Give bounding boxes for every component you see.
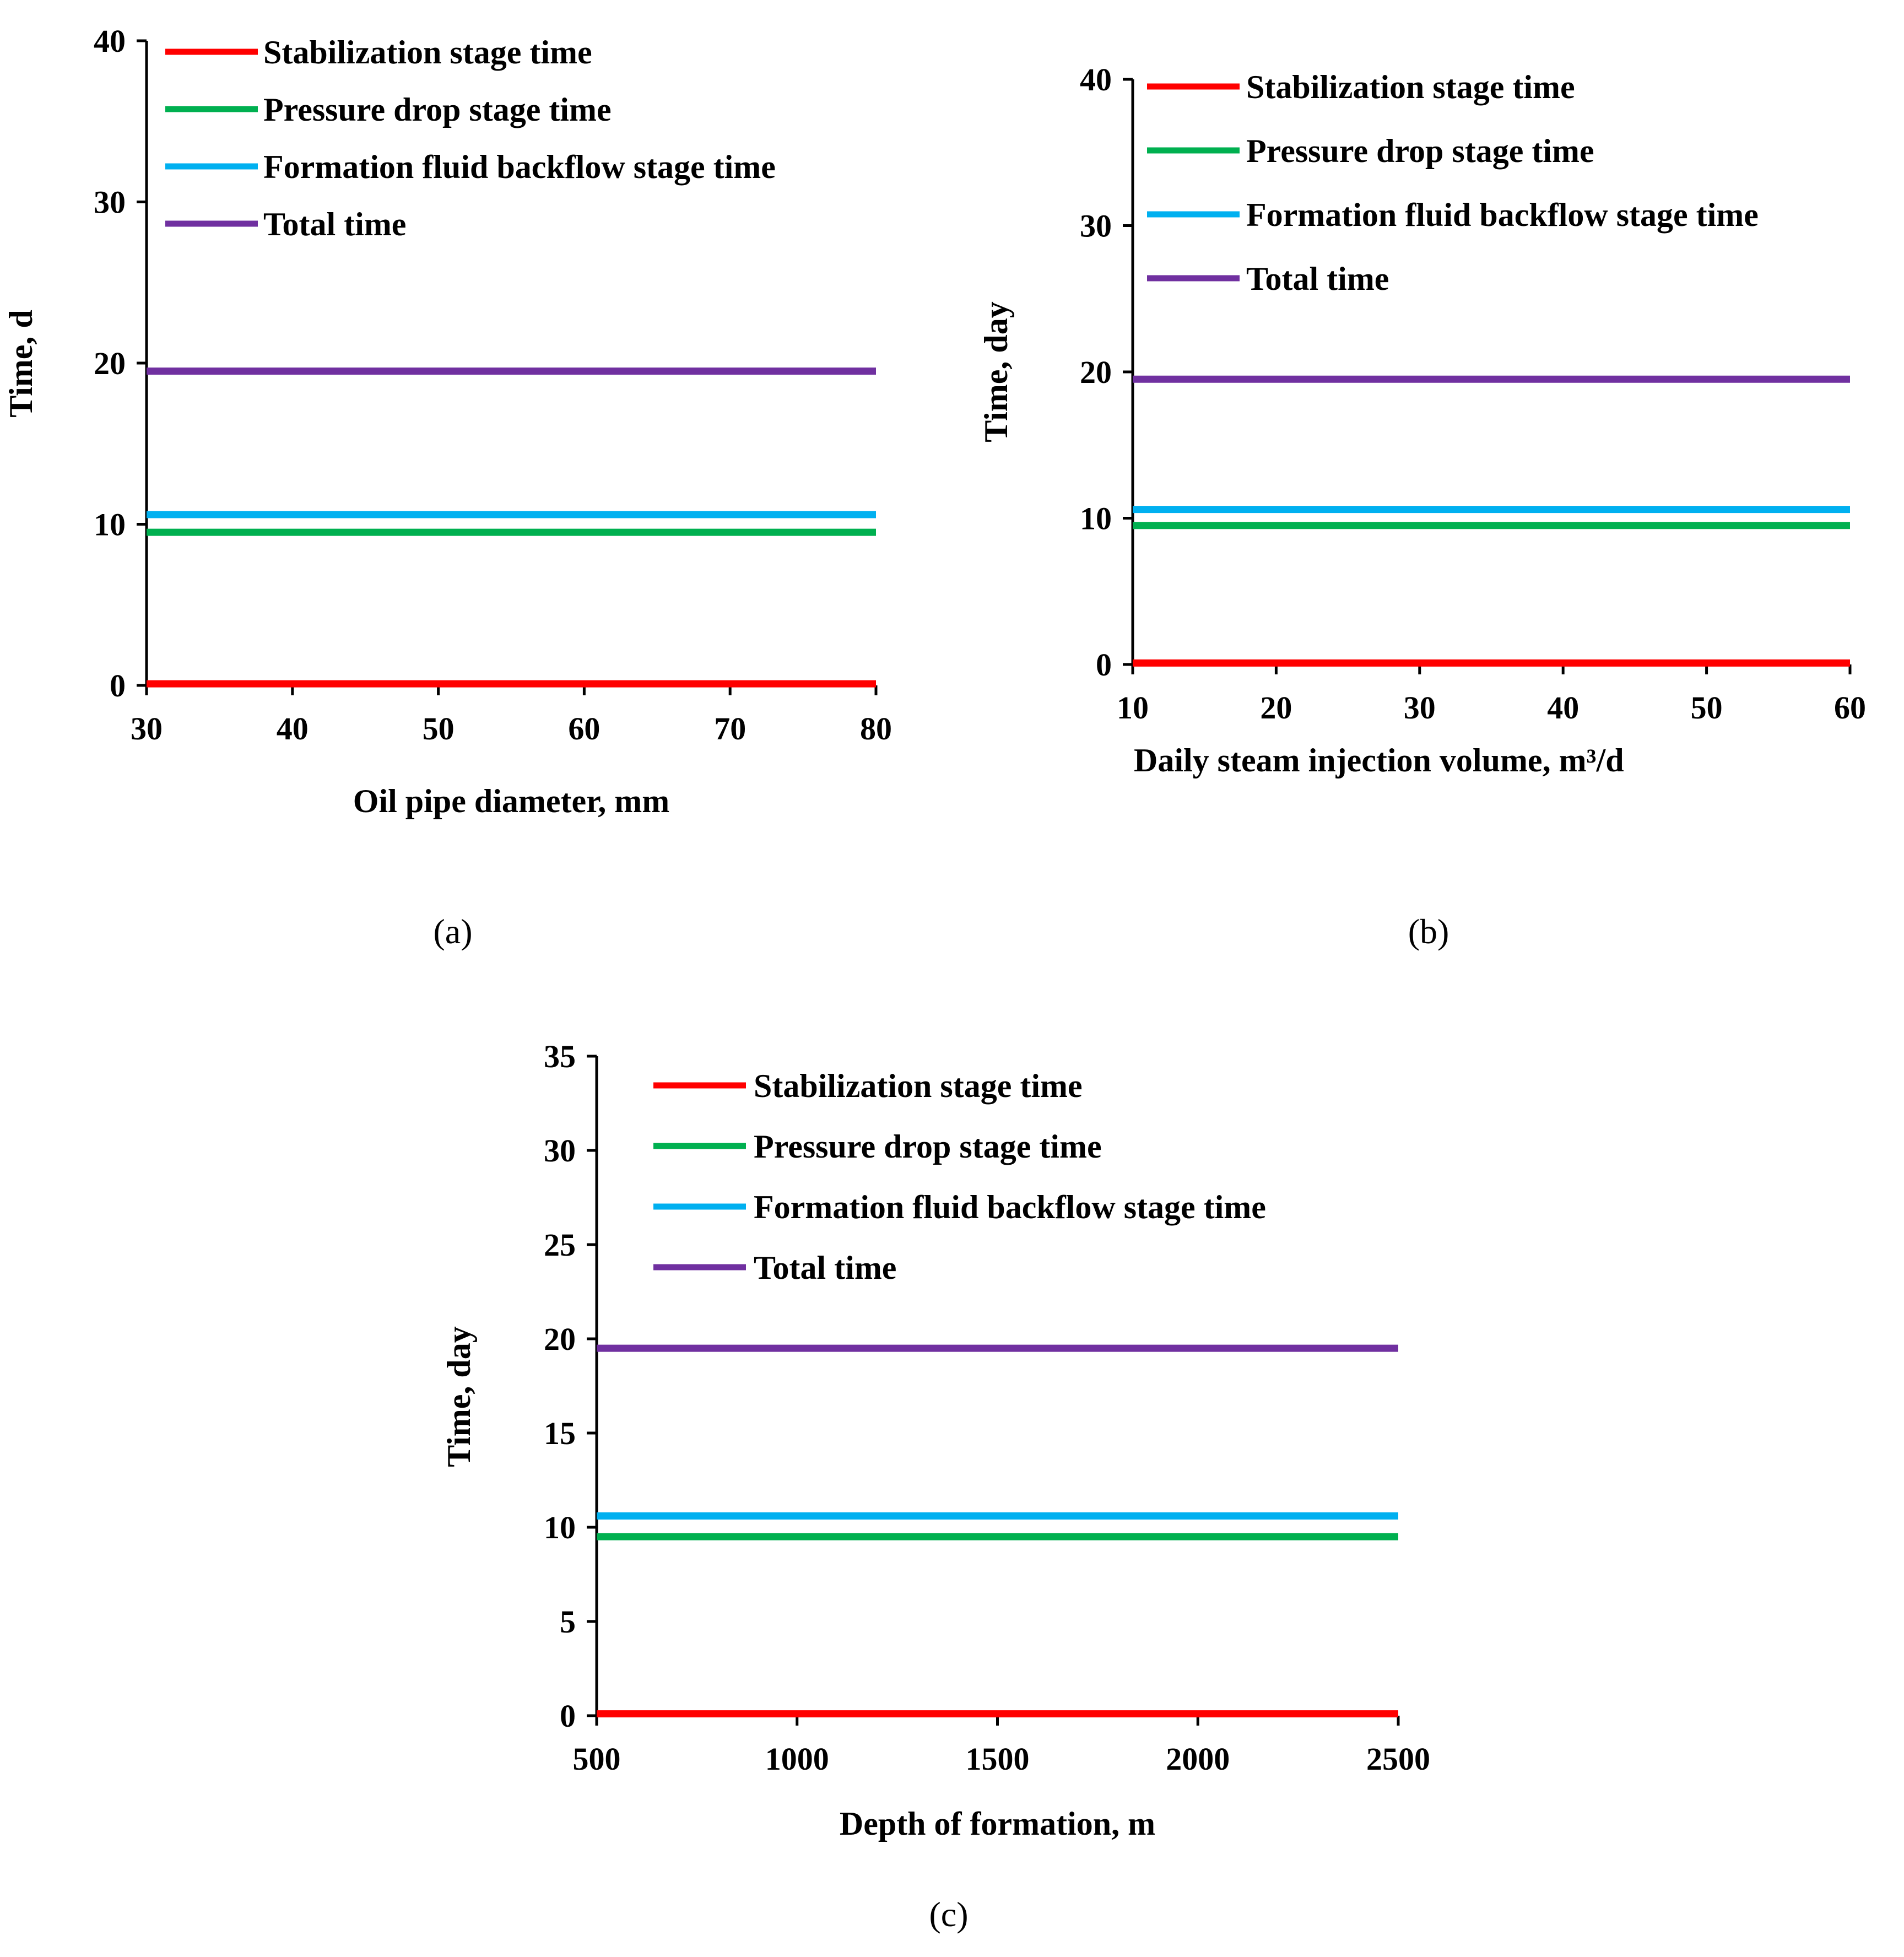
x-axis-label: Daily steam injection volume, m³/d [1134, 742, 1624, 779]
legend-label-total: Total time [754, 1250, 896, 1286]
y-tick-label: 35 [544, 1039, 576, 1074]
x-tick-label: 30 [131, 711, 163, 747]
y-tick-label: 30 [1080, 208, 1112, 244]
y-tick-label: 30 [94, 185, 126, 220]
x-tick-label: 80 [860, 711, 892, 747]
y-tick-label: 15 [544, 1415, 576, 1451]
x-tick-label: 70 [714, 711, 746, 747]
y-tick-label: 10 [1080, 501, 1112, 537]
chart-panel-a: 0 10 20 30 40 30 40 50 60 70 80 Stabilization stage… [3, 23, 892, 951]
y-tick-label: 0 [560, 1698, 576, 1734]
y-tick-label: 0 [110, 668, 126, 704]
x-tick-label: 40 [277, 711, 309, 747]
y-tick-label: 0 [1096, 647, 1112, 683]
legend-label-pressure: Pressure drop stage time [754, 1128, 1102, 1165]
y-tick-label: 20 [1080, 354, 1112, 390]
legend-label-stabilization: Stabilization stage time [263, 34, 592, 71]
y-tick-label: 10 [544, 1510, 576, 1545]
legend-label-stabilization: Stabilization stage time [1246, 69, 1575, 105]
panel-caption: (b) [1408, 912, 1449, 951]
x-tick-label: 40 [1547, 690, 1579, 726]
y-tick-label: 5 [560, 1604, 576, 1640]
x-tick-label: 20 [1260, 690, 1292, 726]
y-axis-label: Time, day [441, 1326, 477, 1467]
y-axis-label: Time, d [3, 310, 39, 418]
x-axis-label: Oil pipe diameter, mm [353, 783, 669, 819]
x-tick-label: 10 [1117, 690, 1149, 726]
x-axis-label: Depth of formation, m [840, 1805, 1155, 1842]
legend-label-backflow: Formation fluid backflow stage time [754, 1189, 1266, 1225]
x-tick-label: 50 [1691, 690, 1723, 726]
y-tick-label: 40 [1080, 62, 1112, 98]
x-tick-label: 1500 [966, 1741, 1030, 1777]
panel-caption: (a) [433, 912, 472, 951]
y-tick-label: 25 [544, 1227, 576, 1263]
chart-panel-c: 0 5 10 15 20 25 30 35 500 1000 1500 2000 2500 Stabili… [441, 1039, 1430, 1934]
y-tick-label: 10 [94, 507, 126, 543]
y-tick-label: 20 [94, 345, 126, 381]
panel-caption: (c) [929, 1895, 968, 1934]
y-tick-label: 30 [544, 1133, 576, 1169]
y-tick-label: 20 [544, 1321, 576, 1357]
legend-label-pressure: Pressure drop stage time [263, 91, 612, 128]
x-tick-label: 2000 [1166, 1741, 1230, 1777]
legend-label-total: Total time [1246, 261, 1389, 297]
legend-label-total: Total time [263, 206, 406, 242]
x-tick-label: 60 [1834, 690, 1866, 726]
x-tick-label: 50 [423, 711, 455, 747]
legend-label-stabilization: Stabilization stage time [754, 1068, 1083, 1104]
x-tick-label: 60 [568, 711, 600, 747]
x-tick-label: 2500 [1366, 1741, 1430, 1777]
legend-label-backflow: Formation fluid backflow stage time [1246, 197, 1759, 233]
y-tick-label: 40 [94, 23, 126, 59]
x-tick-label: 500 [573, 1741, 621, 1777]
y-axis-label: Time, day [978, 301, 1014, 442]
x-tick-label: 1000 [765, 1741, 829, 1777]
x-tick-label: 30 [1404, 690, 1436, 726]
legend-label-pressure: Pressure drop stage time [1246, 133, 1594, 169]
legend-label-backflow: Formation fluid backflow stage time [263, 149, 776, 185]
